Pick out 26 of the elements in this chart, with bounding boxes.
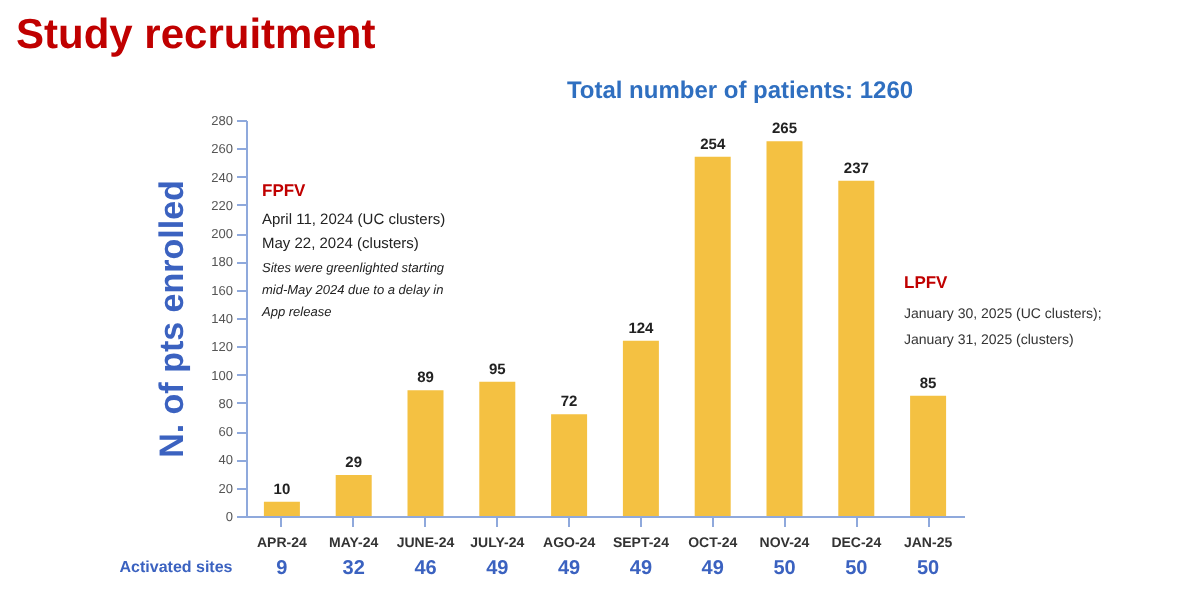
chart-title: Study recruitment	[16, 12, 376, 58]
text: 50	[773, 558, 797, 580]
bar	[551, 414, 588, 516]
bar	[263, 501, 300, 516]
bar	[838, 180, 875, 516]
annotation: FPFV	[262, 180, 307, 200]
text: 49	[486, 558, 510, 580]
text: 49	[629, 558, 653, 580]
bar	[694, 156, 731, 516]
annotation: LPFV	[904, 272, 949, 292]
text: 32	[342, 558, 366, 580]
text: 50	[845, 558, 869, 580]
text: 46	[414, 558, 438, 580]
text: 50	[916, 558, 941, 580]
text: 49	[557, 558, 582, 580]
bar	[622, 340, 659, 516]
bar	[910, 395, 947, 516]
text: Activated sites	[119, 558, 234, 576]
chart-subtitle: Total number of patients: 1260	[566, 76, 914, 104]
bar	[766, 141, 803, 516]
text: 9	[276, 558, 289, 580]
bar	[407, 390, 444, 516]
bar	[479, 381, 516, 516]
y-axis-title: N. of pts enrolled	[153, 180, 192, 458]
text: 49	[701, 558, 725, 580]
bar	[335, 474, 372, 516]
